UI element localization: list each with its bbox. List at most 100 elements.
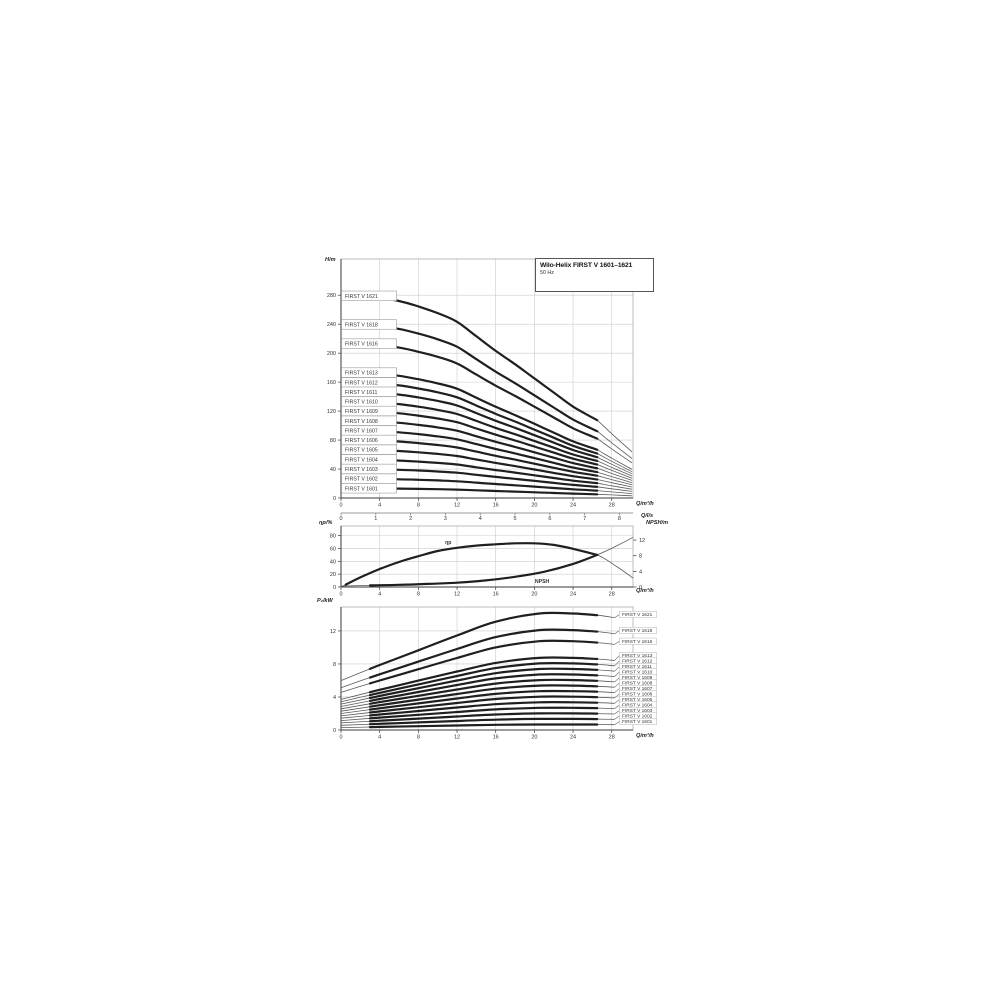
x-tick-label: 4	[378, 503, 381, 509]
label-leader	[614, 693, 620, 699]
axis-label-efficiency: ηp/%	[319, 520, 333, 526]
y2-tick-label: 0	[639, 585, 642, 591]
series-label: FIRST V 1608	[345, 419, 378, 425]
label-leader	[614, 704, 620, 709]
power-curve-first-v-1616-thick	[368, 639, 599, 685]
power-label-box	[619, 718, 657, 725]
x-tick-label: 24	[570, 592, 576, 598]
y-tick-label: 8	[333, 662, 336, 668]
x2-tick-label: 3	[444, 516, 447, 522]
x-tick-label: 28	[609, 735, 615, 741]
head-curve-first-v-1605-thick	[368, 449, 599, 481]
series-label: FIRST V 1621	[345, 294, 378, 300]
axis-label-flow-m3h-middle: Q/m³/h	[636, 588, 654, 594]
y-tick-label: 120	[327, 409, 336, 415]
chart-subtitle: 50 Hz	[540, 270, 554, 277]
label-leader	[614, 715, 620, 720]
x2-tick-label: 2	[409, 516, 412, 522]
power-series-label: FIRST V 1612	[622, 659, 653, 665]
x-tick-label: 20	[531, 592, 537, 598]
series-label: FIRST V 1609	[345, 409, 378, 415]
head-curve-first-v-1603-thick	[368, 468, 599, 488]
label-leader	[614, 682, 620, 688]
label-leader	[614, 655, 620, 661]
y2-tick-label: 4	[639, 569, 642, 575]
head-curve-first-v-1602-thick	[368, 477, 599, 492]
power-curve-first-v-1609-thick	[368, 678, 599, 705]
y-tick-label: 0	[333, 496, 336, 502]
power-series-label: FIRST V 1605	[622, 697, 653, 703]
series-label: FIRST V 1601	[345, 486, 378, 492]
axis-label-flow-ls: Q/l/s	[641, 513, 654, 519]
y-tick-label: 0	[333, 585, 336, 591]
power-curve-first-v-1608-thick	[368, 684, 599, 708]
axis-label-head: H/m	[325, 257, 336, 263]
power-curve-first-v-1605-thick	[368, 700, 599, 717]
y2-tick-label: 8	[639, 554, 642, 560]
y-tick-label: 4	[333, 695, 336, 701]
power-curve-first-v-1602-thick	[368, 717, 599, 726]
x2-tick-label: 7	[583, 516, 586, 522]
label-leader	[614, 666, 620, 672]
label-leader	[614, 677, 620, 683]
x2-tick-label: 5	[514, 516, 517, 522]
power-series-label: FIRST V 1606	[622, 692, 653, 698]
series-label: FIRST V 1605	[345, 448, 378, 454]
y-tick-label: 0	[333, 728, 336, 734]
label-leader	[614, 721, 620, 725]
x-tick-label: 20	[531, 503, 537, 509]
power-curve-first-v-1611-thick	[368, 667, 599, 700]
y-tick-label: 240	[327, 322, 336, 328]
label-leader	[614, 614, 620, 618]
x2-tick-label: 0	[339, 516, 342, 522]
axis-label-flow-m3h-top: Q/m³/h	[636, 501, 654, 507]
curve-npsh-thick	[368, 553, 599, 587]
label-leader	[614, 688, 620, 693]
y2-tick-label: 12	[639, 538, 645, 544]
chart-title: Wilo-Helix FIRST V 1601–1621	[540, 262, 633, 269]
series-label-box	[341, 319, 397, 330]
power-curve-first-v-1607-thick	[368, 689, 599, 711]
power-curve-first-v-1601-thick	[368, 723, 599, 729]
head-curve-first-v-1608-thick	[368, 420, 599, 470]
series-label: FIRST V 1613	[345, 371, 378, 377]
series-label: FIRST V 1618	[345, 322, 378, 328]
y-tick-label: 20	[330, 572, 336, 578]
head-curve-first-v-1611-thick	[368, 391, 599, 459]
head-curve-first-v-1612-thick	[368, 382, 599, 455]
series-label: FIRST V 1607	[345, 429, 378, 435]
series-label: FIRST V 1604	[345, 458, 378, 464]
power-series-label: FIRST V 1608	[622, 681, 653, 687]
x-tick-label: 16	[493, 592, 499, 598]
label-leader	[614, 630, 620, 634]
head-curve-first-v-1613-thick	[368, 372, 599, 451]
head-curve-first-v-1607-thick	[368, 429, 599, 474]
x-tick-label: 8	[417, 592, 420, 598]
series-label: FIRST V 1606	[345, 438, 378, 444]
series-label-box	[341, 483, 397, 494]
x-tick-label: 4	[378, 592, 381, 598]
power-series-label: FIRST V 1603	[622, 708, 653, 714]
label-leader	[614, 640, 620, 645]
y-tick-label: 80	[330, 534, 336, 540]
power-series-label: FIRST V 1609	[622, 675, 653, 681]
power-curve-first-v-1618-thick	[368, 628, 599, 679]
x-tick-label: 16	[493, 503, 499, 509]
x2-tick-label: 4	[479, 516, 482, 522]
curve-annotation-eta: ηp	[445, 540, 451, 546]
power-series-label: FIRST V 1616	[622, 639, 653, 645]
label-leader	[614, 671, 620, 677]
series-label: FIRST V 1616	[345, 342, 378, 348]
x-tick-label: 24	[570, 503, 576, 509]
x-tick-label: 8	[417, 735, 420, 741]
y-tick-label: 200	[327, 351, 336, 357]
plot-border	[340, 525, 634, 588]
head-curve-first-v-1610-thick	[368, 401, 599, 462]
label-leader	[614, 660, 620, 667]
head-curve-first-v-1606-thick	[368, 439, 599, 477]
power-curve-first-v-1606-thick	[368, 695, 599, 714]
power-curve-first-v-1603-thick	[368, 712, 599, 723]
x-tick-label: 24	[570, 735, 576, 741]
